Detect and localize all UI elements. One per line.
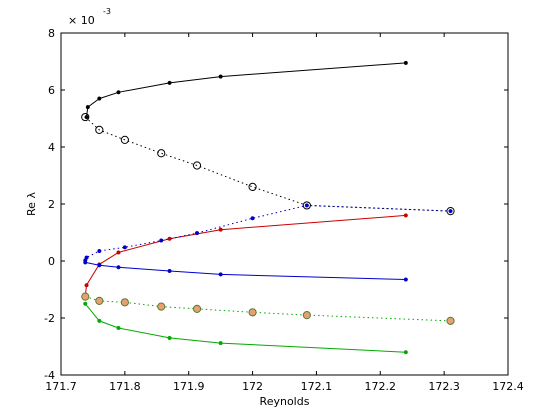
data-point <box>84 255 89 260</box>
data-point <box>302 201 311 210</box>
data-point <box>122 245 127 250</box>
plot-frame <box>60 32 509 376</box>
data-point <box>85 105 90 110</box>
data-point <box>116 250 121 255</box>
data-point <box>120 135 129 144</box>
y-tick-label: 0 <box>48 255 55 268</box>
data-point <box>167 80 172 85</box>
series-line <box>84 204 451 261</box>
data-point <box>250 216 255 221</box>
series-layer <box>81 60 455 355</box>
series-6 <box>83 301 408 355</box>
series-0 <box>84 60 408 120</box>
y-axis-label: Re λ <box>25 192 38 216</box>
x-tick-label: 172.2 <box>365 380 397 393</box>
series-line <box>85 296 451 322</box>
data-point <box>97 96 102 101</box>
x-tick-label: 172.4 <box>492 380 524 393</box>
series-line <box>84 303 406 353</box>
data-point <box>192 161 202 170</box>
data-point <box>218 272 223 277</box>
y-tick-label: 2 <box>48 198 55 211</box>
x-tick-label: 172 <box>242 380 263 393</box>
data-point <box>97 248 102 254</box>
y-multiplier-exponent: -3 <box>103 7 111 16</box>
y-tick-label: -2 <box>44 312 55 325</box>
data-point <box>218 227 223 232</box>
data-point <box>403 213 408 218</box>
data-point <box>159 238 164 243</box>
y-tick-label: 8 <box>48 27 55 40</box>
data-point <box>97 263 102 268</box>
data-point <box>302 311 311 320</box>
data-point <box>446 316 455 325</box>
data-point <box>116 90 121 95</box>
series-line <box>84 116 451 212</box>
data-point <box>84 115 89 120</box>
data-point <box>192 304 202 313</box>
data-point <box>81 112 90 122</box>
data-point <box>403 60 408 65</box>
data-point <box>120 298 129 307</box>
series-line <box>85 261 406 280</box>
x-axis-label: Reynolds <box>260 395 310 408</box>
data-point <box>248 182 257 191</box>
data-point <box>95 296 104 305</box>
y-tick-label: 4 <box>48 141 55 154</box>
data-point <box>116 265 121 270</box>
data-point <box>194 231 200 236</box>
data-point <box>95 125 104 134</box>
x-tick-label: 171.8 <box>109 380 141 393</box>
data-point <box>116 325 121 331</box>
x-tick-label: 171.9 <box>173 380 205 393</box>
x-tick-label: 172.1 <box>301 380 333 393</box>
series-1 <box>81 112 455 216</box>
data-point <box>84 283 89 288</box>
data-point <box>81 292 90 301</box>
data-point <box>167 268 172 274</box>
data-point <box>83 260 88 265</box>
y-tick-label: 6 <box>48 84 55 97</box>
data-point <box>218 341 223 346</box>
data-point <box>218 74 223 79</box>
data-point <box>304 203 309 208</box>
x-tick-label: 172.3 <box>428 380 460 393</box>
data-point <box>97 318 102 323</box>
data-point <box>157 149 166 158</box>
series-4 <box>83 260 408 282</box>
series-5 <box>81 292 455 325</box>
data-point <box>448 209 453 214</box>
data-point <box>157 302 166 311</box>
data-point <box>83 301 88 306</box>
data-point <box>167 335 172 341</box>
data-point <box>248 308 257 317</box>
y-multiplier-base: × 10 <box>68 14 95 27</box>
data-point <box>403 277 408 282</box>
x-tick-label: 171.7 <box>45 380 77 393</box>
axis-tick-labels: 171.7 171.8 171.9 172 172.1 172.2 172.3 172.4 -4… <box>44 27 524 393</box>
data-point <box>403 350 408 355</box>
y-tick-label: -4 <box>44 369 55 382</box>
